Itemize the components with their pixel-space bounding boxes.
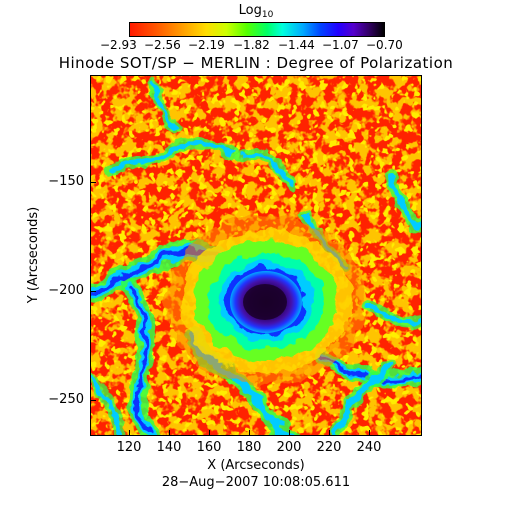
y-tick-label: −200 [48, 283, 84, 298]
colorbar-tick-6: −0.70 [366, 38, 403, 52]
y-tickmark [90, 182, 96, 183]
x-tickmark [249, 430, 250, 436]
y-tick-label: −250 [48, 392, 84, 407]
x-tickmark [369, 430, 370, 436]
x-tickmark [129, 430, 130, 436]
colorbar-title: Log10 [238, 3, 274, 21]
x-tick-label: 120 [116, 440, 142, 455]
colorbar-tick-5: −1.07 [322, 38, 359, 52]
colorbar [129, 22, 385, 37]
y-axis-label: Y (Arcseconds) [26, 206, 41, 304]
y-tick-label: −150 [48, 174, 84, 189]
observation-timestamp: 28−Aug−2007 10:08:05.611 [161, 475, 351, 490]
colorbar-tick-3: −1.82 [233, 38, 270, 52]
x-axis-label: X (Arcseconds) [207, 458, 305, 473]
colorbar-tick-4: −1.44 [278, 38, 315, 52]
x-tickmark [209, 430, 210, 436]
x-tick-label: 220 [316, 440, 342, 455]
x-tick-label: 200 [276, 440, 302, 455]
y-tickmark [90, 291, 96, 292]
colorbar-tick-1: −2.56 [144, 38, 181, 52]
polarization-map [90, 75, 422, 436]
x-tick-label: 240 [356, 440, 382, 455]
colorbar-tick-2: −2.19 [188, 38, 225, 52]
x-tick-label: 140 [156, 440, 182, 455]
y-tickmark [90, 400, 96, 401]
x-tickmark [289, 430, 290, 436]
sunspot-core [243, 284, 287, 320]
x-tick-label: 180 [236, 440, 262, 455]
plot-title: Hinode SOT/SP − MERLIN : Degree of Polar… [58, 54, 454, 72]
x-tick-label: 160 [196, 440, 222, 455]
x-tickmark [169, 430, 170, 436]
x-tickmark [329, 430, 330, 436]
colorbar-tick-0: −2.93 [100, 38, 137, 52]
